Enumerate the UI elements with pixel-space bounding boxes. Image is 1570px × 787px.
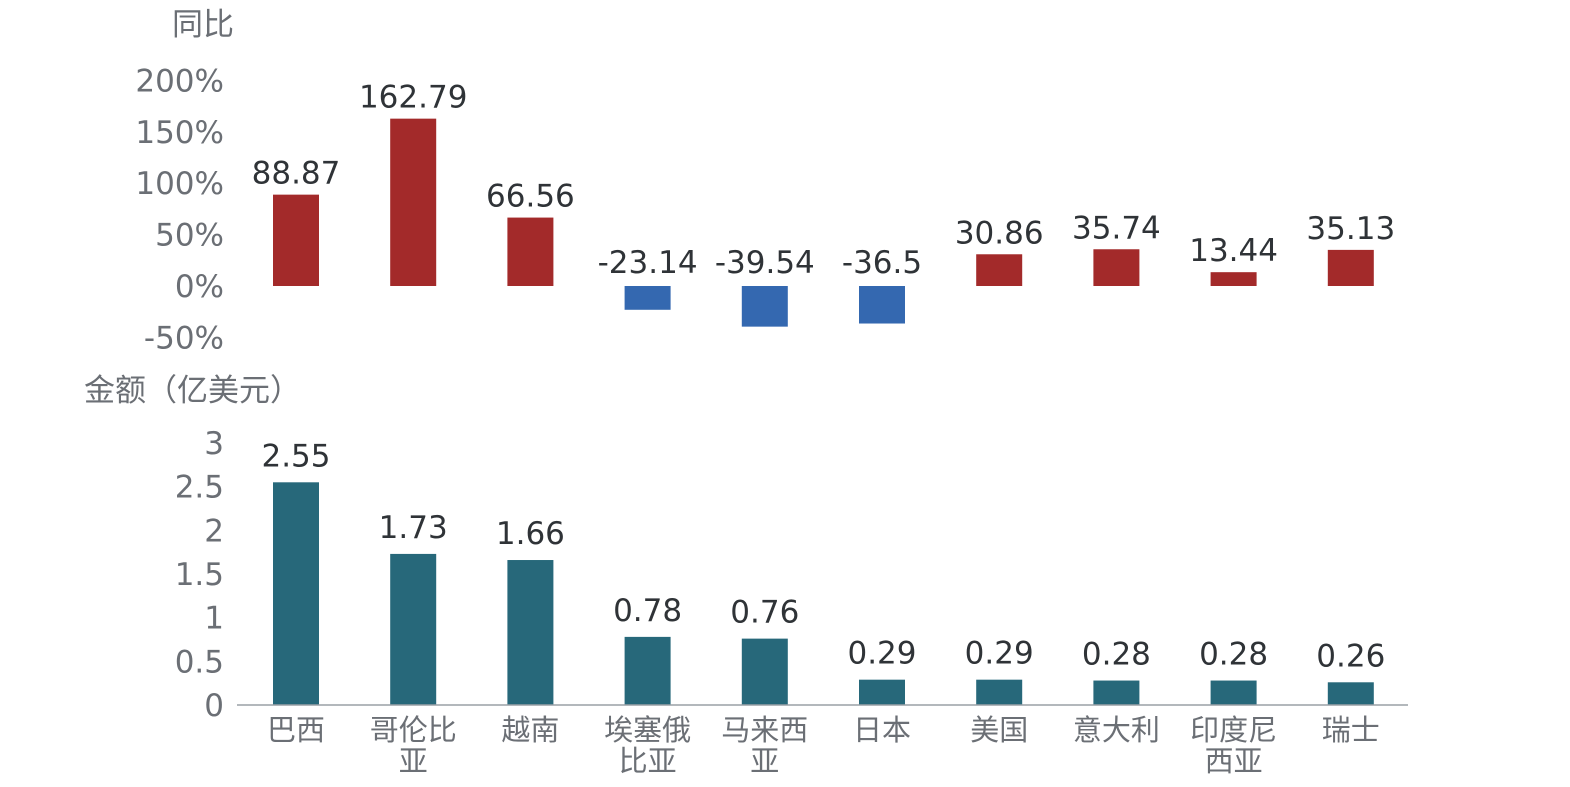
amount-data-label: 0.26 [1316, 638, 1385, 674]
category-label: 意大利 [1073, 713, 1160, 747]
category-label: 马来西亚 [721, 713, 808, 778]
yoy-data-label: -39.54 [715, 245, 815, 281]
amount-tick-label: 1.5 [175, 557, 224, 593]
yoy-bar [1327, 249, 1374, 286]
amount-bar [507, 560, 554, 705]
yoy-bars [273, 118, 1374, 327]
yoy-data-label: 13.44 [1189, 233, 1278, 269]
category-label: 越南 [501, 713, 559, 747]
amount-bar [859, 679, 905, 705]
amount-data-label: 0.76 [730, 595, 799, 631]
yoy-y-axis: 200% 150% 100% 50% 0% -50% [135, 63, 224, 356]
yoy-data-label: 66.56 [486, 179, 575, 215]
amount-data-label: 2.55 [261, 438, 330, 474]
amount-y-axis: 3 2.5 2 1.5 1 0.5 0 [175, 426, 224, 724]
amount-chart: 金额（亿美元） 3 2.5 2 1.5 1 0.5 0 2.55 1.73 1.66 0.78 0.… [84, 373, 1408, 778]
yoy-tick-label: 50% [155, 218, 224, 254]
amount-data-label: 0.29 [965, 636, 1034, 672]
yoy-bar [1210, 272, 1257, 286]
yoy-data-labels: 88.87 162.79 66.56 -23.14 -39.54 -36.5 30.86 35… [252, 80, 1396, 281]
amount-data-label: 0.29 [847, 636, 916, 672]
yoy-tick-label: -50% [144, 320, 224, 356]
yoy-axis-title: 同比 [172, 7, 234, 43]
yoy-bar [390, 118, 437, 286]
category-label: 埃塞俄比亚 [604, 713, 691, 778]
yoy-bar [507, 217, 554, 286]
amount-tick-label: 0.5 [175, 644, 224, 680]
amount-data-label: 0.28 [1199, 637, 1268, 673]
amount-bar [273, 482, 319, 705]
amount-tick-label: 3 [204, 426, 224, 462]
yoy-data-label: -23.14 [598, 245, 698, 281]
yoy-tick-label: 0% [175, 269, 224, 305]
amount-data-label: 0.28 [1082, 637, 1151, 673]
amount-tick-label: 1 [204, 601, 224, 637]
amount-axis-title: 金额（亿美元） [84, 373, 301, 409]
yoy-bar [741, 286, 788, 327]
yoy-bar [624, 286, 671, 310]
yoy-data-label: -36.5 [842, 245, 922, 281]
yoy-growth-chart: 同比 200% 150% 100% 50% 0% -50% 88.87 162.79 66.5… [135, 7, 1395, 356]
amount-bars [273, 482, 1374, 705]
amount-bar [1093, 680, 1140, 705]
yoy-bar [1093, 249, 1140, 286]
category-label: 美国 [970, 713, 1028, 747]
category-label: 日本 [853, 713, 911, 747]
amount-tick-label: 0 [204, 688, 224, 724]
amount-tick-label: 2.5 [175, 470, 224, 506]
category-label: 巴西 [267, 713, 325, 747]
amount-bar [1327, 682, 1374, 705]
yoy-tick-label: 100% [135, 166, 224, 202]
amount-data-label: 1.66 [496, 516, 565, 552]
amount-bar [976, 679, 1023, 705]
yoy-bar [859, 286, 905, 324]
category-label: 瑞士 [1322, 713, 1380, 747]
yoy-data-label: 35.13 [1306, 211, 1395, 247]
amount-bar [1210, 680, 1257, 705]
yoy-bar [976, 254, 1023, 286]
yoy-data-label: 162.79 [359, 80, 467, 116]
yoy-data-label: 30.86 [955, 215, 1044, 251]
yoy-tick-label: 150% [135, 115, 224, 151]
category-label: 印度尼西亚 [1190, 713, 1277, 778]
amount-data-label: 1.73 [379, 510, 448, 546]
yoy-tick-label: 200% [135, 63, 224, 99]
yoy-bar [273, 194, 319, 286]
amount-data-label: 0.78 [613, 593, 682, 629]
amount-bar [624, 636, 671, 705]
yoy-data-label: 35.74 [1072, 210, 1161, 246]
amount-bar [741, 638, 788, 705]
amount-bar [390, 553, 437, 705]
amount-data-labels: 2.55 1.73 1.66 0.78 0.76 0.29 0.29 0.28 0.28 0.26 [261, 438, 1385, 674]
amount-tick-label: 2 [204, 513, 224, 549]
category-label: 哥伦比亚 [370, 713, 457, 778]
yoy-data-label: 88.87 [252, 156, 341, 192]
